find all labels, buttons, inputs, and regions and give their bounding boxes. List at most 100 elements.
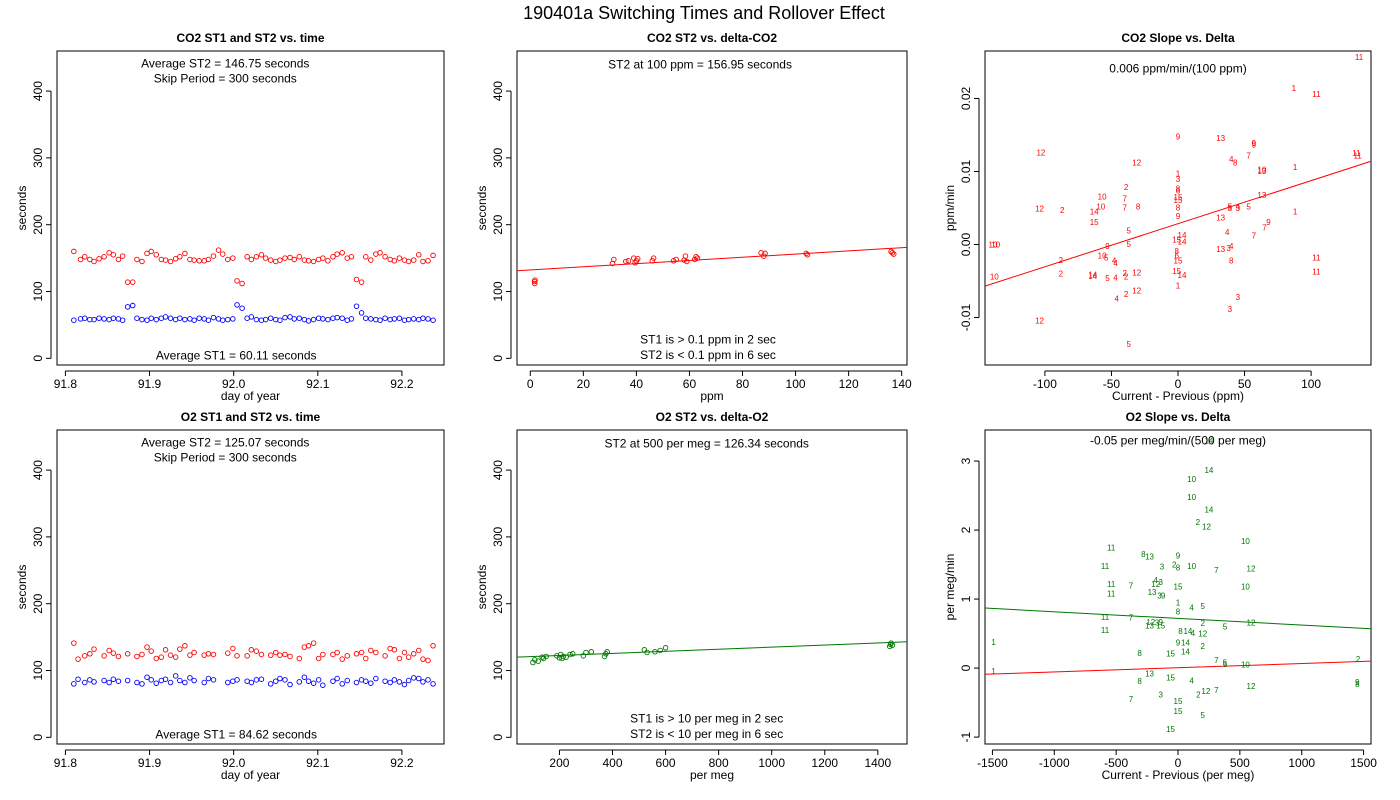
y-tick-label: 300 xyxy=(491,527,505,547)
point-label: 12 xyxy=(1035,316,1044,325)
data-point xyxy=(420,315,426,321)
data-point xyxy=(305,318,312,324)
point-label: 9 xyxy=(1252,140,1257,149)
data-point xyxy=(115,653,122,660)
data-point xyxy=(110,252,117,258)
data-point xyxy=(177,254,183,260)
x-tick-label: 91.8 xyxy=(54,756,78,770)
data-point xyxy=(320,651,326,658)
y-tick-label: 2 xyxy=(959,526,973,533)
point-label: 14 xyxy=(1204,505,1213,514)
point-label: 13 xyxy=(1257,167,1266,176)
data-point xyxy=(77,256,84,263)
data-point xyxy=(296,679,303,685)
data-point xyxy=(543,653,549,660)
data-point xyxy=(101,254,107,260)
point-label: 13 xyxy=(1216,134,1225,143)
point-label: 13 xyxy=(1148,588,1157,597)
data-point xyxy=(119,253,126,259)
x-tick-label: 20 xyxy=(577,377,591,391)
y-tick-label: 0.01 xyxy=(959,159,973,183)
point-label: 13 xyxy=(1145,552,1154,561)
annotation: ST1 is > 0.1 ppm in 2 sec xyxy=(640,333,776,347)
data-point xyxy=(588,649,595,655)
x-tick-label: -1500 xyxy=(977,756,1008,770)
point-label: 12 xyxy=(1035,205,1044,214)
data-point xyxy=(334,675,340,682)
data-point xyxy=(110,650,117,656)
point-label: 14 xyxy=(1204,436,1213,445)
data-point xyxy=(144,317,150,323)
data-point xyxy=(267,315,274,321)
panels: CO2 ST1 and ST2 vs. time 91.8 91.9 92.0 92.1… xyxy=(15,31,1377,782)
point-label: 11 xyxy=(1107,590,1116,599)
data-point xyxy=(758,250,764,256)
point-label: 3 xyxy=(1155,619,1160,628)
data-point xyxy=(296,254,303,260)
data-point xyxy=(430,681,436,687)
annotation: -0.05 per meg/min/(500 per meg) xyxy=(1090,433,1266,447)
y-axis-label: seconds xyxy=(475,186,489,231)
data-point xyxy=(167,652,174,658)
data-point xyxy=(287,681,293,688)
point-label: 2 xyxy=(1059,270,1064,279)
point-label: 10 xyxy=(1098,251,1107,260)
data-point xyxy=(344,677,351,684)
data-point xyxy=(262,255,269,261)
x-axis-label: Current - Previous (ppm) xyxy=(1112,389,1244,403)
data-point xyxy=(353,276,360,283)
data-point xyxy=(320,316,326,322)
y-axis: 0 100 200 300 400 xyxy=(491,460,512,741)
annotation: ST2 is < 10 per meg in 6 sec xyxy=(630,727,783,741)
data-point xyxy=(110,315,117,321)
data-point xyxy=(239,280,245,287)
data-point xyxy=(391,316,398,322)
data-point xyxy=(682,253,689,259)
point-label: 4 xyxy=(1115,295,1120,304)
annotation: 0.006 ppm/min/(100 ppm) xyxy=(1109,62,1246,76)
data-point xyxy=(889,250,896,256)
data-point xyxy=(641,647,648,653)
point-label: 4 xyxy=(1191,629,1196,638)
data-point xyxy=(172,256,179,262)
data-point xyxy=(124,677,131,684)
x-tick-label: 200 xyxy=(549,756,569,770)
data-point xyxy=(692,256,698,263)
data-point xyxy=(201,679,207,686)
point-label: 6 xyxy=(1174,251,1179,260)
point-label: 8 xyxy=(1137,677,1142,686)
data-point xyxy=(358,310,365,316)
point-label: 8 xyxy=(1141,550,1146,559)
point-label: 12 xyxy=(1036,149,1045,158)
panel-p3: CO2 Slope vs. Delta -100 -50 0 50 100 Current … xyxy=(943,31,1372,403)
point-label: 9 xyxy=(1161,592,1166,601)
point-label: 13 xyxy=(1257,191,1266,200)
data-point xyxy=(225,316,231,323)
data-point xyxy=(339,250,345,256)
point-label: 10 xyxy=(990,273,999,282)
point-label: 4 xyxy=(1154,576,1159,585)
data-point xyxy=(96,256,102,262)
y-tick-label: 100 xyxy=(491,281,505,301)
data-point xyxy=(225,256,231,263)
data-point xyxy=(382,678,388,684)
y-tick-label: 300 xyxy=(31,148,45,168)
point-label: 7 xyxy=(1214,686,1219,695)
data-point xyxy=(153,316,160,323)
annotation: Skip Period = 300 seconds xyxy=(154,450,297,464)
data-point xyxy=(210,677,217,683)
data-point xyxy=(144,644,150,650)
data-point xyxy=(425,677,431,683)
point-label: 12 xyxy=(1247,619,1256,628)
data-point xyxy=(358,279,365,285)
data-point xyxy=(391,258,398,264)
data-point xyxy=(210,314,217,321)
data-point xyxy=(191,317,197,323)
point-label: 15 xyxy=(1166,674,1175,683)
data-point xyxy=(71,640,77,646)
data-point xyxy=(101,316,107,322)
data-point xyxy=(267,652,274,658)
point-label: 12 xyxy=(1198,630,1207,639)
